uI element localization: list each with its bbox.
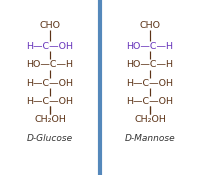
Text: HO—C—H: HO—C—H (127, 60, 174, 69)
Text: CH₂OH: CH₂OH (34, 115, 66, 124)
Text: CHO: CHO (140, 21, 160, 30)
Text: H—C—OH: H—C—OH (26, 79, 74, 88)
Text: H—C—OH: H—C—OH (127, 97, 174, 106)
Text: HO—C—H: HO—C—H (26, 60, 74, 69)
Text: H—C—OH: H—C—OH (127, 79, 174, 88)
Text: HO—C—H: HO—C—H (127, 42, 174, 51)
Text: H—C—OH: H—C—OH (26, 42, 74, 51)
Text: D-Mannose: D-Mannose (125, 134, 175, 143)
Text: CH₂OH: CH₂OH (134, 115, 166, 124)
Text: D-Glucose: D-Glucose (27, 134, 73, 143)
Text: CHO: CHO (40, 21, 60, 30)
Text: H—C—OH: H—C—OH (26, 97, 74, 106)
